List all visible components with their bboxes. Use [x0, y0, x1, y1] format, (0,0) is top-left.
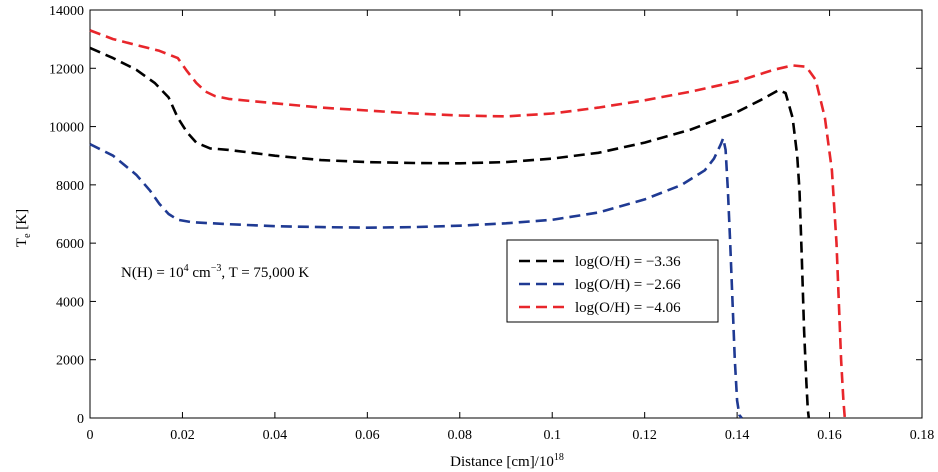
x-tick-label: 0.02	[170, 428, 195, 443]
legend-label-1: log(O/H) = −3.36	[575, 254, 681, 270]
y-tick-label: 14000	[49, 4, 84, 19]
legend: log(O/H) = −3.36 log(O/H) = −2.66 log(O/H)…	[506, 239, 719, 323]
y-tick-label: 10000	[49, 121, 84, 136]
x-tick-label: 0.14	[725, 428, 750, 443]
x-tick-label: 0.18	[910, 428, 935, 443]
x-tick-label: 0.12	[632, 428, 657, 443]
legend-box	[506, 239, 719, 323]
x-tick-label: 0.08	[448, 428, 473, 443]
legend-label-3: log(O/H) = −4.06	[575, 300, 681, 316]
x-tick-label: 0.06	[355, 428, 380, 443]
x-tick-label: 0.04	[263, 428, 288, 443]
x-tick-label: 0.16	[817, 428, 842, 443]
y-tick-label: 12000	[49, 62, 84, 77]
tick-group: 0 0.02 0.04 0.06 0.08 0.1 0.12 0.14 0.16 0.18 0 200…	[49, 4, 934, 443]
y-tick-label: 2000	[56, 354, 84, 369]
x-axis-title-superscript: 18	[554, 452, 564, 463]
y-tick-label: 4000	[56, 295, 84, 310]
series-line-2	[89, 136, 743, 419]
x-tick-label: 0.1	[543, 428, 561, 443]
x-axis-title: Distance [cm]/1018	[450, 452, 564, 470]
y-axis-title: Te [K]	[14, 209, 33, 247]
y-tick-label: 0	[77, 412, 84, 427]
model-parameters-annotation: N(H) = 104 cm−3, T = 75,000 K	[121, 263, 309, 281]
series-line-3	[89, 29, 847, 419]
series-group	[89, 29, 847, 419]
y-tick-label: 8000	[56, 179, 84, 194]
y-axis-title-subscript: e	[22, 233, 33, 238]
plot-frame-group	[89, 9, 923, 419]
x-tick-label: 0	[87, 428, 94, 443]
y-tick-label: 6000	[56, 237, 84, 252]
series-line-1	[89, 46, 811, 419]
legend-label-2: log(O/H) = −2.66	[575, 277, 681, 293]
plot-frame	[89, 9, 923, 419]
